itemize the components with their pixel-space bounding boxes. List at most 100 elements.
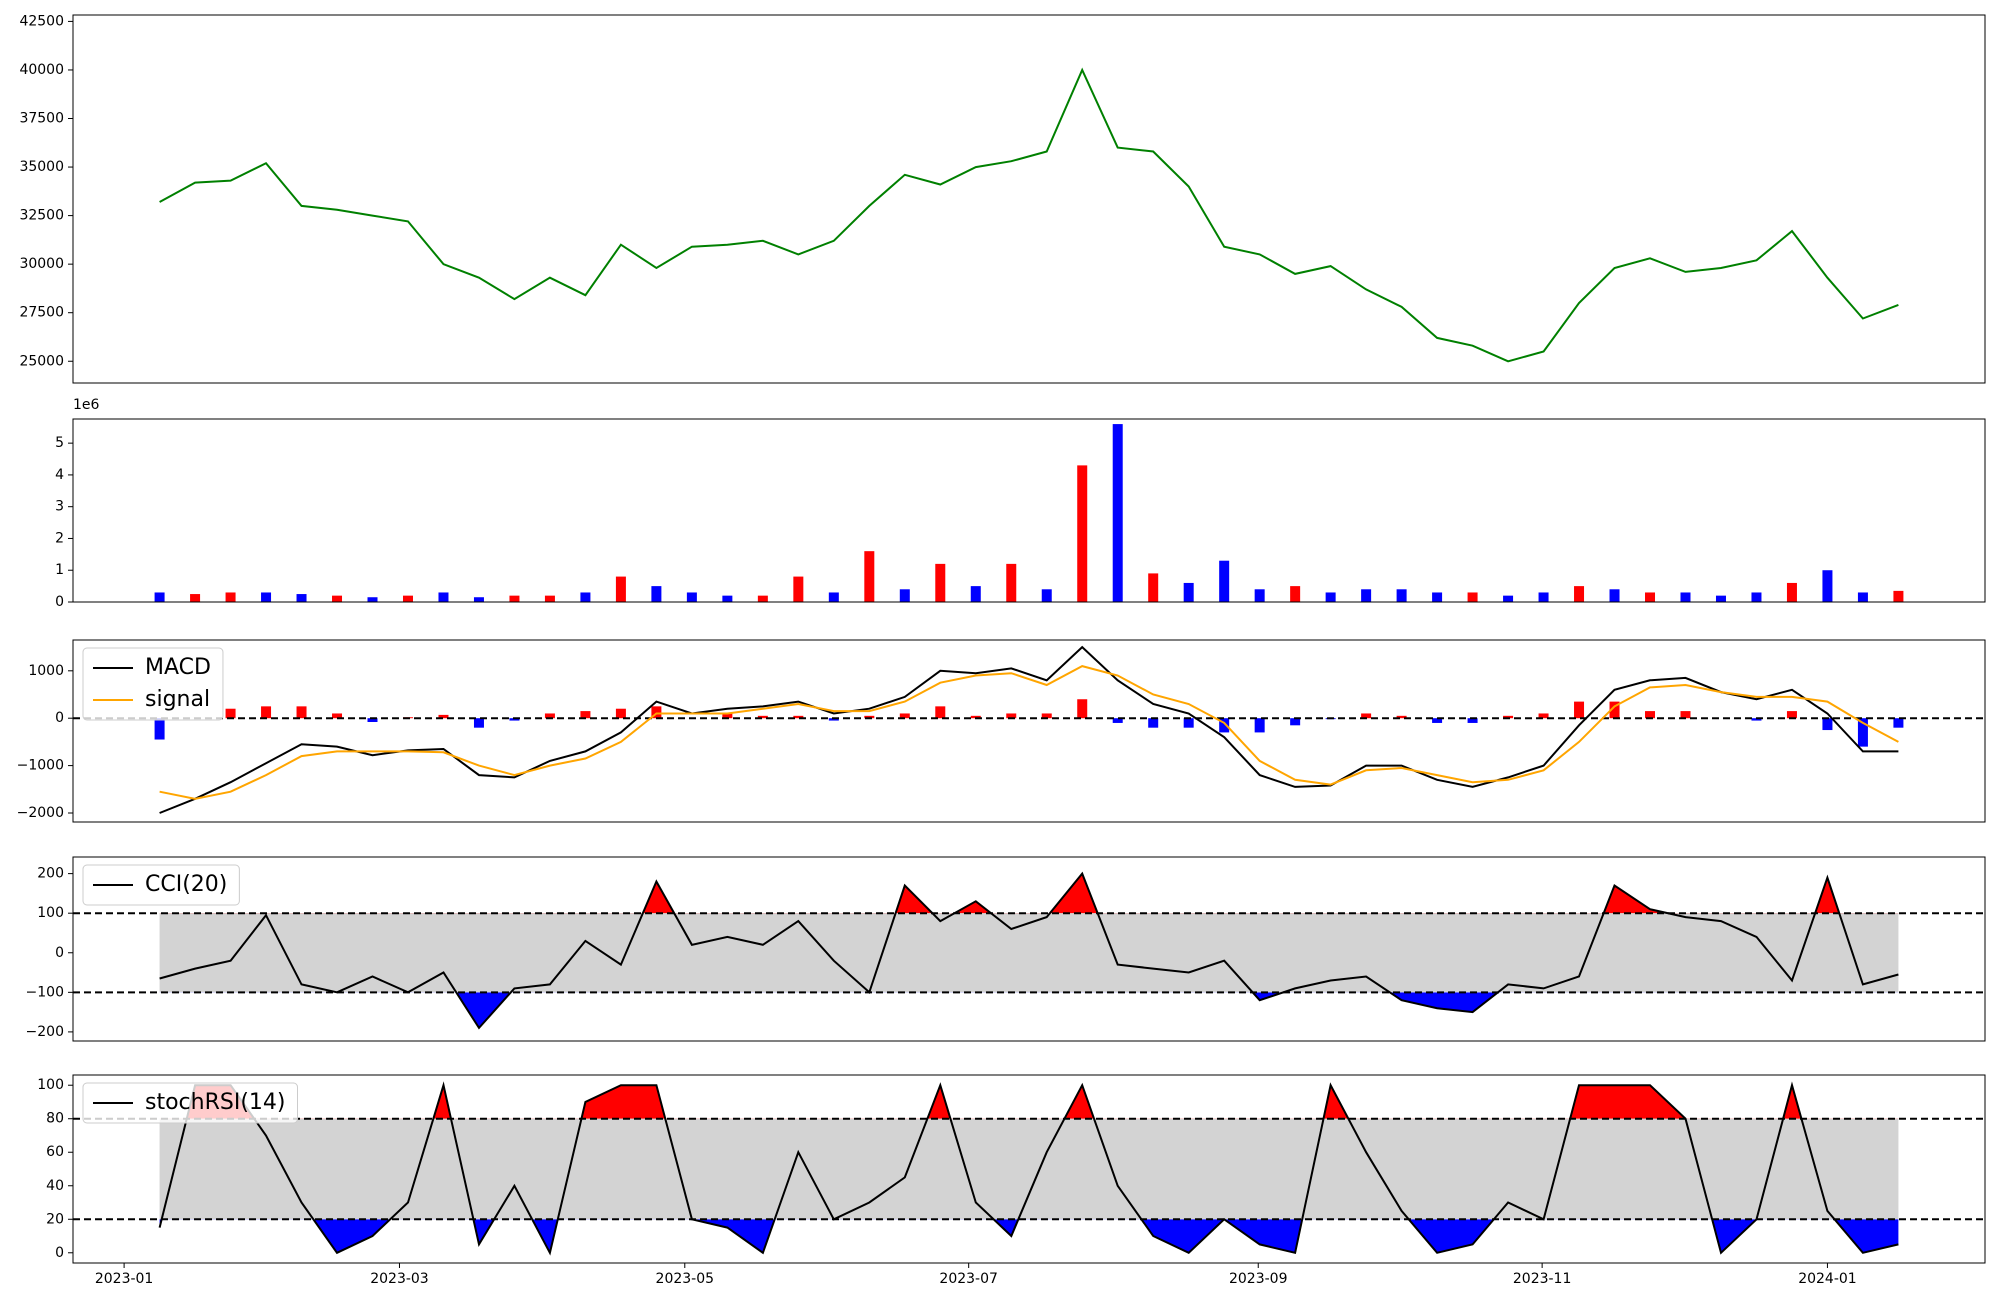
histogram-bar [1041, 713, 1052, 719]
volume-bar [1680, 592, 1691, 602]
volume-bar [509, 595, 520, 602]
volume-bar [686, 592, 697, 602]
histogram-bar [1290, 718, 1301, 726]
y-tick-label: −2000 [17, 805, 64, 821]
volume-bar [1574, 586, 1585, 602]
legend-box [82, 1082, 298, 1124]
volume-bar [190, 594, 201, 602]
band-fill [159, 913, 1899, 993]
histogram-bar [1219, 718, 1230, 733]
volume-bar [544, 595, 555, 602]
volume-bar [1148, 573, 1159, 602]
volume-bar [332, 595, 343, 602]
y-tick-label: 40 [46, 1178, 64, 1194]
y-tick-label: 4 [55, 467, 64, 483]
volume-bar [1467, 592, 1478, 602]
indicator-line [159, 871, 1899, 1030]
x-tick-label: 2024-01 [1798, 1271, 1857, 1287]
volume-bar [1361, 589, 1372, 602]
histogram-bar [1786, 711, 1797, 719]
histogram-bar [367, 718, 378, 722]
histogram-bar [722, 713, 733, 719]
y-tick-label: 200 [37, 866, 64, 882]
x-tick-label: 2023-11 [1513, 1271, 1572, 1287]
y-tick-label: 80 [46, 1111, 64, 1127]
histogram-bar [1609, 701, 1620, 719]
panel: MACD signal −2000 −1000 0 1000 [17, 639, 1986, 823]
volume-bar [1503, 595, 1514, 602]
plot-area [159, 67, 1899, 363]
histogram-bar [1432, 718, 1443, 723]
y-tick-label: 42500 [19, 13, 64, 29]
volume-bar [1041, 589, 1052, 602]
indicator-line [159, 665, 1899, 800]
y-tick-label: 5 [55, 435, 64, 451]
volume-bar [1609, 589, 1620, 602]
indicator-line [158, 1081, 1899, 1256]
offset-label: 1e6 [73, 397, 100, 413]
histogram-bar [1396, 715, 1407, 719]
histogram-bar [1503, 715, 1514, 719]
volume-bar [1006, 563, 1017, 602]
volume-bar [1822, 570, 1833, 602]
extreme-fill [159, 1219, 1899, 1253]
histogram-bar [1680, 711, 1691, 719]
volume-bar [1432, 592, 1443, 602]
histogram-bar [1857, 718, 1868, 747]
volume-bar [473, 597, 484, 602]
histogram-bar [1361, 713, 1372, 719]
axes-frame [72, 1074, 1986, 1264]
volume-bar [402, 595, 413, 602]
plot-area [73, 645, 1985, 814]
volume-bar [1786, 582, 1797, 602]
panel: 1e6 0 1 2 3 4 5 [55, 397, 1986, 610]
histogram-bar [1467, 718, 1478, 723]
y-tick-label: 60 [46, 1144, 64, 1160]
legend-label: MACD [145, 655, 211, 680]
y-tick-label: −200 [26, 1024, 64, 1040]
extreme-fill [159, 1085, 1899, 1119]
y-tick-label: −100 [26, 984, 64, 1000]
legend-box [82, 647, 224, 721]
volume-bar [1325, 592, 1336, 602]
histogram-bar [651, 706, 662, 719]
volume-bar [1290, 586, 1301, 602]
legend-box [82, 864, 240, 906]
histogram-bar [899, 713, 910, 719]
y-tick-label: 1000 [28, 663, 64, 679]
legend-label: stochRSI(14) [145, 1090, 286, 1115]
y-tick-label: 0 [55, 945, 64, 961]
axes-frame [72, 14, 1986, 384]
histogram-bar [757, 715, 768, 719]
histogram-bar [1112, 718, 1123, 723]
y-tick-label: 35000 [19, 159, 64, 175]
y-tick-label: 32500 [19, 208, 64, 224]
volume-bar [864, 551, 875, 602]
histogram-bar [1148, 718, 1159, 728]
histogram-bar [580, 711, 591, 719]
volume-bar [1645, 592, 1656, 602]
axes-frame [72, 856, 1986, 1042]
indicator-line [159, 645, 1899, 814]
histogram-bar [1006, 713, 1017, 719]
price-line [159, 67, 1899, 363]
volume-bar [970, 586, 981, 602]
histogram-bar [935, 706, 946, 719]
volume-bar [1751, 592, 1762, 602]
y-tick-label: 27500 [19, 305, 64, 321]
band-fill [159, 1118, 1899, 1220]
x-tick-label: 2023-07 [939, 1271, 998, 1287]
histogram-bar [438, 714, 449, 719]
volume-bar [899, 589, 910, 602]
histogram-bar [225, 708, 236, 719]
y-tick-label: 25000 [19, 353, 64, 369]
volume-bar [722, 595, 733, 602]
histogram-bar [970, 715, 981, 719]
y-tick-label: 20 [46, 1211, 64, 1227]
histogram-bar [864, 715, 875, 719]
volume-bar [154, 592, 165, 602]
histogram-bar [473, 718, 484, 728]
histogram-bar [332, 713, 343, 719]
volume-bar [438, 592, 449, 602]
